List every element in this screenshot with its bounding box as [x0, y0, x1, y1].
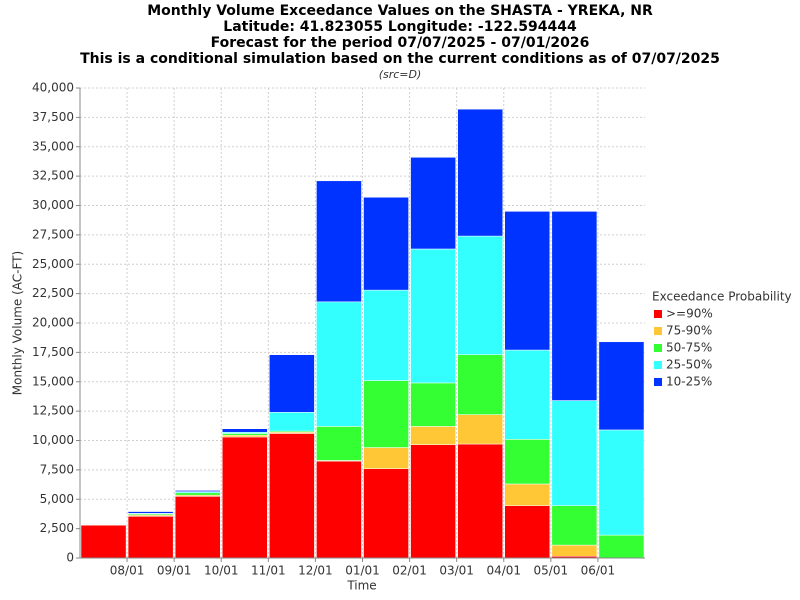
- bar-segment: [598, 341, 645, 431]
- bar-segment: [174, 490, 221, 492]
- bar-segment: [269, 433, 315, 559]
- y-tick-label: 37,500: [32, 110, 74, 124]
- legend-swatch: [654, 344, 662, 352]
- bar-segment: [551, 544, 598, 557]
- bar-segment: [598, 534, 645, 559]
- y-tick-label: 32,500: [32, 169, 74, 183]
- x-tick-label: 09/01: [157, 564, 192, 578]
- bar-segment: [222, 436, 268, 559]
- bar-segment: [127, 511, 174, 514]
- x-tick-label: 08/01: [110, 564, 145, 578]
- bar-segment: [457, 354, 503, 415]
- bar-segment: [457, 443, 503, 559]
- y-axis-label: Monthly Volume (AC-FT): [11, 251, 25, 395]
- bar-segment: [269, 412, 315, 432]
- y-tick-label: 12,500: [32, 404, 74, 418]
- bar-segment: [222, 428, 268, 433]
- legend-label: >=90%: [666, 307, 713, 321]
- chart-title: Latitude: 41.823055 Longitude: -122.5944…: [223, 19, 577, 35]
- x-tick-label: 10/01: [204, 564, 239, 578]
- y-tick-label: 22,500: [32, 286, 74, 300]
- bar-segment: [504, 483, 551, 506]
- y-tick-label: 10,000: [32, 433, 74, 447]
- legend-swatch: [654, 327, 662, 335]
- bar-segment: [363, 468, 409, 559]
- x-tick-label: 02/01: [392, 564, 427, 578]
- y-tick-label: 17,500: [32, 345, 74, 359]
- y-tick-label: 40,000: [32, 81, 74, 95]
- bar-segment: [316, 460, 362, 559]
- y-tick-label: 0: [66, 551, 74, 565]
- bar-segment: [316, 301, 362, 427]
- y-tick-label: 20,000: [32, 316, 74, 330]
- bar-segment: [363, 380, 409, 448]
- chart-title: Forecast for the period 07/07/2025 - 07/…: [211, 35, 590, 51]
- y-tick-label: 7,500: [40, 462, 74, 476]
- bar-segment: [410, 426, 456, 445]
- legend-label: 25-50%: [666, 358, 712, 372]
- bar-segment: [551, 211, 598, 401]
- bar-segment: [551, 400, 598, 506]
- subtitle: (src=D): [379, 68, 422, 81]
- x-tick-label: 11/01: [251, 564, 286, 578]
- y-tick-label: 25,000: [32, 257, 74, 271]
- y-tick-label: 15,000: [32, 374, 74, 388]
- legend-label: 75-90%: [666, 324, 712, 338]
- bar-segment: [410, 382, 456, 427]
- bar-segment: [410, 444, 456, 559]
- x-axis-label: Time: [346, 579, 376, 593]
- bar-segment: [174, 492, 221, 496]
- bar-segment: [363, 197, 409, 291]
- x-tick-label: 05/01: [534, 564, 569, 578]
- bar-segment: [80, 524, 127, 559]
- bar-segment: [222, 433, 268, 436]
- bar-segment: [410, 248, 456, 384]
- y-tick-label: 30,000: [32, 198, 74, 212]
- chart-title: This is a conditional simulation based o…: [80, 51, 720, 67]
- bar-segment: [316, 426, 362, 461]
- bar-segment: [457, 235, 503, 355]
- x-tick-label: 06/01: [581, 564, 616, 578]
- y-tick-label: 27,500: [32, 227, 74, 241]
- legend-label: 10-25%: [666, 375, 712, 389]
- legend-swatch: [654, 361, 662, 369]
- x-tick-label: 04/01: [486, 564, 521, 578]
- bar-segment: [551, 505, 598, 546]
- bar-segment: [174, 496, 221, 559]
- y-tick-label: 5,000: [40, 492, 74, 506]
- chart-title: Monthly Volume Exceedance Values on the …: [147, 3, 653, 19]
- legend-label: 50-75%: [666, 341, 712, 355]
- bar-segment: [457, 108, 503, 237]
- bar-segment: [504, 211, 551, 351]
- legend-title: Exceedance Probability: [652, 290, 792, 304]
- y-tick-label: 35,000: [32, 139, 74, 153]
- bar-segment: [316, 180, 362, 303]
- bar-segment: [410, 157, 456, 250]
- legend-swatch: [654, 378, 662, 386]
- x-tick-label: 12/01: [298, 564, 333, 578]
- bar-segment: [222, 434, 268, 438]
- bar-segment: [504, 505, 551, 559]
- bar-segment: [598, 429, 645, 536]
- bar-segment: [504, 439, 551, 485]
- bar-segment: [504, 349, 551, 440]
- x-tick-label: 03/01: [439, 564, 474, 578]
- bar-segment: [363, 289, 409, 381]
- bar-segment: [457, 414, 503, 445]
- legend-swatch: [654, 310, 662, 318]
- bar-segment: [127, 516, 174, 559]
- bar-segment: [363, 447, 409, 469]
- x-tick-label: 01/01: [345, 564, 380, 578]
- y-tick-label: 2,500: [40, 521, 74, 535]
- bar-segment: [269, 354, 315, 413]
